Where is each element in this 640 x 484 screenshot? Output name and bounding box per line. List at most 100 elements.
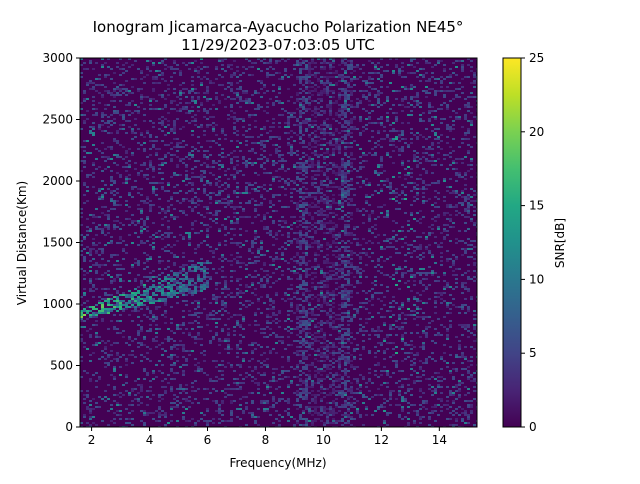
heatmap-cell [326,420,329,422]
heatmap-cell [347,220,350,222]
heatmap-cell [353,76,356,78]
heatmap-cell [302,356,305,358]
heatmap-cell [287,344,290,346]
heatmap-cell [305,350,308,352]
heatmap-cell [104,130,107,132]
heatmap-cell [170,364,173,366]
heatmap-cell [347,108,350,110]
heatmap-cell [320,106,323,108]
heatmap-cell [350,284,353,286]
heatmap-cell [326,356,329,358]
heatmap-cell [188,310,191,312]
heatmap-cell [146,294,149,296]
heatmap-cell [242,396,245,398]
heatmap-cell [338,304,341,306]
heatmap-cell [344,332,347,334]
heatmap-cell [116,394,119,396]
heatmap-cell [200,104,203,106]
heatmap-cell [203,108,206,110]
heatmap-cell [296,184,299,186]
heatmap-cell [305,86,308,88]
heatmap-cell [332,118,335,120]
heatmap-cell [164,190,167,192]
heatmap-cell [227,346,230,348]
heatmap-cell [338,364,341,366]
heatmap-cell [326,376,329,378]
heatmap-cell [170,214,173,216]
heatmap-cell [251,150,254,152]
heatmap-cell [182,294,185,296]
heatmap-cell [212,318,215,320]
heatmap-cell [332,306,335,308]
heatmap-cell [158,108,161,110]
heatmap-cell [302,258,305,260]
heatmap-cell [185,170,188,172]
heatmap-cell [101,248,104,250]
heatmap-cell [89,250,92,252]
heatmap-cell [197,322,200,324]
heatmap-cell [311,298,314,300]
heatmap-cell [140,194,143,196]
heatmap-cell [266,112,269,114]
heatmap-cell [236,156,239,158]
heatmap-cell [146,266,149,268]
heatmap-cell [341,202,344,204]
heatmap-cell [344,292,347,294]
heatmap-cell [176,64,179,66]
heatmap-cell [311,162,314,164]
heatmap-cell [140,402,143,404]
heatmap-cell [305,128,308,130]
heatmap-cell [284,370,287,372]
heatmap-cell [302,174,305,176]
heatmap-cell [353,308,356,310]
heatmap-cell [329,392,332,394]
heatmap-cell [314,174,317,176]
heatmap-cell [356,208,359,210]
heatmap-cell [206,228,209,230]
heatmap-cell [257,260,260,262]
heatmap-cell [296,118,299,120]
heatmap-cell [191,210,194,212]
heatmap-cell [152,338,155,340]
heatmap-cell [191,294,194,296]
heatmap-cell [287,152,290,154]
heatmap-cell [140,70,143,72]
heatmap-cell [224,226,227,228]
heatmap-cell [251,222,254,224]
heatmap-cell [188,282,191,284]
heatmap-cell [299,346,302,348]
heatmap-cell [140,240,143,242]
heatmap-cell [290,112,293,114]
heatmap-cell [170,294,173,296]
heatmap-cell [296,366,299,368]
heatmap-cell [125,200,128,202]
heatmap-cell [302,104,305,106]
heatmap-cell [170,280,173,282]
heatmap-cell [194,422,197,424]
heatmap-cell [341,206,344,208]
heatmap-cell [251,62,254,64]
heatmap-cell [110,374,113,376]
heatmap-cell [281,342,284,344]
heatmap-cell [293,296,296,298]
heatmap-cell [341,218,344,220]
heatmap-cell [134,288,137,290]
heatmap-cell [137,404,140,406]
heatmap-cell [161,364,164,366]
heatmap-cell [299,204,302,206]
heatmap-cell [296,364,299,366]
heatmap-cell [278,278,281,280]
heatmap-cell [134,310,137,312]
heatmap-cell [320,388,323,390]
heatmap-cell [341,272,344,274]
heatmap-cell [269,298,272,300]
heatmap-cell [89,248,92,250]
heatmap-cell [173,146,176,148]
heatmap-cell [140,218,143,220]
heatmap-cell [206,262,209,264]
heatmap-cell [89,266,92,268]
heatmap-cell [260,400,263,402]
heatmap-cell [290,320,293,322]
heatmap-cell [341,166,344,168]
heatmap-cell [125,170,128,172]
